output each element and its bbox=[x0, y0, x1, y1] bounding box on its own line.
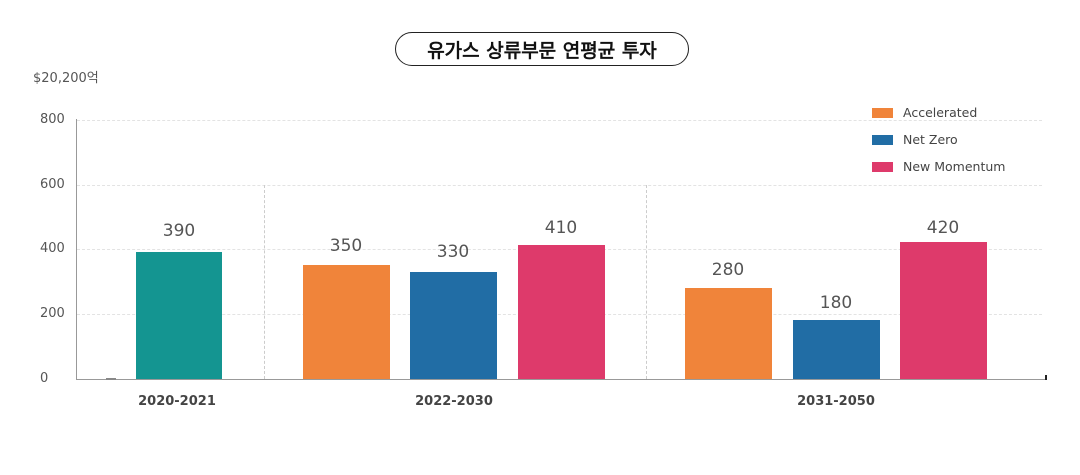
y-tick-600: 600 bbox=[40, 177, 65, 192]
bar-value-label: 390 bbox=[162, 221, 196, 241]
legend-swatch bbox=[872, 107, 893, 118]
y-tick-800: 800 bbox=[40, 112, 65, 127]
empty-bar-stub bbox=[106, 378, 116, 380]
legend-swatch bbox=[872, 134, 893, 145]
x-label-2022-2030: 2022-2030 bbox=[415, 394, 493, 409]
legend-item-net-zero[interactable]: Net Zero bbox=[872, 126, 1005, 153]
bar-value-label: 180 bbox=[819, 293, 853, 313]
bar-new-momentum-2031-2050[interactable] bbox=[900, 242, 987, 379]
bar-value-label: 410 bbox=[544, 218, 578, 238]
chart-title: 유가스 상류부문 연평균 투자 bbox=[395, 32, 689, 66]
x-axis bbox=[76, 379, 1046, 380]
legend-item-accelerated[interactable]: Accelerated bbox=[872, 99, 1005, 126]
gridline bbox=[77, 185, 1042, 186]
group-separator bbox=[264, 185, 265, 379]
legend-item-new-momentum[interactable]: New Momentum bbox=[872, 153, 1005, 180]
bar-accelerated-2022-2030[interactable] bbox=[303, 265, 390, 379]
bar-2020-2021[interactable] bbox=[136, 252, 222, 379]
y-tick-400: 400 bbox=[40, 241, 65, 256]
y-axis bbox=[76, 119, 77, 380]
legend-label: Net Zero bbox=[903, 132, 958, 147]
legend: Accelerated Net Zero New Momentum bbox=[872, 99, 1005, 180]
legend-label: Accelerated bbox=[903, 105, 978, 120]
y-tick-0: 0 bbox=[40, 371, 49, 386]
bar-value-label: 350 bbox=[329, 236, 363, 256]
x-axis-end-tick bbox=[1045, 375, 1047, 380]
legend-swatch bbox=[872, 161, 893, 172]
group-separator bbox=[646, 185, 647, 379]
bar-net-zero-2031-2050[interactable] bbox=[793, 320, 880, 379]
bar-value-label: 280 bbox=[711, 260, 745, 280]
bar-new-momentum-2022-2030[interactable] bbox=[518, 245, 605, 379]
legend-label: New Momentum bbox=[903, 159, 1006, 174]
y-tick-200: 200 bbox=[40, 306, 65, 321]
bar-value-label: 330 bbox=[436, 242, 470, 262]
bar-net-zero-2022-2030[interactable] bbox=[410, 272, 497, 379]
x-label-2031-2050: 2031-2050 bbox=[797, 394, 875, 409]
y-axis-unit: $20,200억 bbox=[33, 71, 99, 86]
x-label-2020-2021: 2020-2021 bbox=[138, 394, 216, 409]
bar-accelerated-2031-2050[interactable] bbox=[685, 288, 772, 379]
bar-value-label: 420 bbox=[926, 218, 960, 238]
gridline bbox=[77, 120, 1042, 121]
